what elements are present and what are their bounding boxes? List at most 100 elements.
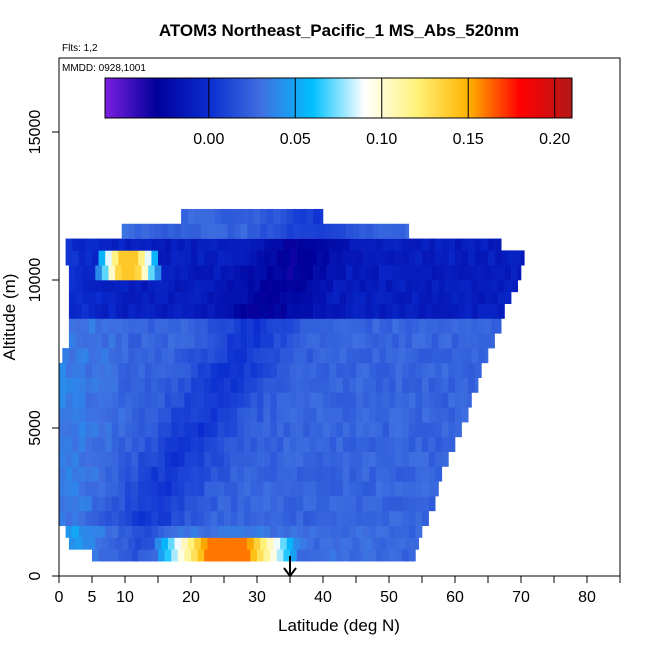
heatmap-cell (385, 348, 393, 364)
heatmap-cell (425, 333, 433, 349)
heatmap-cell (266, 318, 274, 334)
heatmap-cell (257, 510, 264, 526)
heatmap-cell (306, 280, 314, 293)
heatmap-cell (85, 510, 93, 526)
heatmap-cell (484, 348, 489, 364)
heatmap-cell (121, 303, 129, 319)
heatmap-cell (82, 537, 89, 550)
heatmap-cell (431, 303, 439, 319)
heatmap-cell (85, 525, 93, 538)
heatmap-cell (72, 407, 80, 423)
heatmap-cell (276, 377, 284, 393)
heatmap-cell (88, 265, 96, 281)
heatmap-cell (207, 208, 215, 225)
heatmap-cell (131, 422, 139, 438)
heatmap-cell (72, 466, 80, 482)
heatmap-cell (395, 549, 403, 562)
heatmap-cell (316, 250, 324, 266)
heatmap-cell (286, 333, 294, 349)
heatmap-cell (230, 407, 238, 423)
heatmap-cell (95, 291, 103, 304)
heatmap-cell (283, 481, 291, 497)
heatmap-cell (118, 407, 126, 423)
heatmap-cell (151, 466, 159, 482)
heatmap-cell (299, 318, 307, 334)
heatmap-cell (177, 392, 185, 408)
heatmap-cell (204, 510, 212, 526)
heatmap-cell (342, 238, 350, 251)
heatmap-cell (197, 377, 205, 393)
heatmap-cell (164, 238, 172, 251)
heatmap-cell (257, 525, 264, 538)
heatmap-cell (204, 238, 212, 251)
heatmap-cell (217, 436, 225, 452)
heatmap-cell (521, 250, 525, 266)
heatmap-cell (171, 481, 179, 497)
heatmap-cell (263, 436, 271, 452)
colorbar-ticks: 0.00 0.05 0.10 0.15 0.20 (193, 78, 570, 148)
heatmap-cell (270, 466, 278, 482)
heatmap-cell (247, 348, 254, 364)
heatmap-cell (131, 496, 139, 512)
heatmap-cell (220, 291, 228, 304)
heatmap-cell (299, 291, 307, 304)
heatmap-cell (415, 392, 423, 408)
heatmap-cell (128, 333, 136, 349)
heatmap-cell (92, 436, 99, 452)
heatmap-cell (349, 250, 357, 266)
heatmap-cell (356, 407, 363, 423)
heatmap-cell (141, 537, 149, 550)
heatmap-cell (468, 392, 472, 408)
heatmap-cell (342, 392, 350, 408)
heatmap-cell (184, 392, 192, 408)
heatmap-cell (309, 362, 317, 378)
heatmap-cell (362, 451, 370, 467)
heatmap-cell (85, 238, 93, 251)
heatmap-cell (379, 291, 386, 304)
heatmap-cell (92, 466, 99, 482)
heatmap-cell (336, 407, 344, 423)
heatmap-cell (144, 250, 152, 266)
heatmap-cell (415, 377, 423, 393)
heatmap-cell (171, 510, 179, 526)
heatmap-cell (435, 362, 443, 378)
heatmap-cell (263, 407, 271, 423)
heatmap-cell (134, 291, 142, 304)
heatmap-cell (134, 348, 142, 364)
heatmap-cell (260, 291, 268, 304)
heatmap-cell (276, 362, 284, 378)
heatmap-cell (257, 496, 264, 512)
heatmap-cell (438, 333, 446, 349)
heatmap-cell (382, 466, 390, 482)
heatmap-cell (362, 392, 370, 408)
heatmap-cell (164, 510, 172, 526)
heatmap-cell (478, 318, 485, 334)
heatmap-cell (448, 407, 456, 423)
heatmap-cell (402, 496, 410, 512)
heatmap-cell (478, 265, 485, 281)
heatmap-cell (415, 250, 423, 266)
heatmap-cell (405, 291, 413, 304)
heatmap-cell (280, 318, 287, 334)
heatmap-cell (257, 392, 264, 408)
heatmap-cell (68, 318, 76, 334)
heatmap-cell (422, 451, 429, 467)
heatmap-cell (158, 392, 165, 408)
heatmap-cell (105, 377, 113, 393)
heatmap-cell (402, 392, 410, 408)
heatmap-cell (134, 537, 142, 550)
heatmap-cell (448, 362, 456, 378)
heatmap-cell (237, 549, 245, 562)
heatmap-cell (154, 280, 162, 293)
heatmap-cell (392, 348, 400, 364)
heatmap-cell (299, 208, 307, 225)
heatmap-cell (303, 422, 311, 438)
heatmap-cell (296, 436, 304, 452)
heatmap-cell (148, 318, 155, 334)
heatmap-cell (425, 280, 433, 293)
heatmap-cell (111, 250, 119, 266)
heatmap-cell (118, 250, 126, 266)
heatmap-cell (263, 422, 271, 438)
heatmap-cell (395, 422, 403, 438)
heatmap-cell (98, 392, 106, 408)
